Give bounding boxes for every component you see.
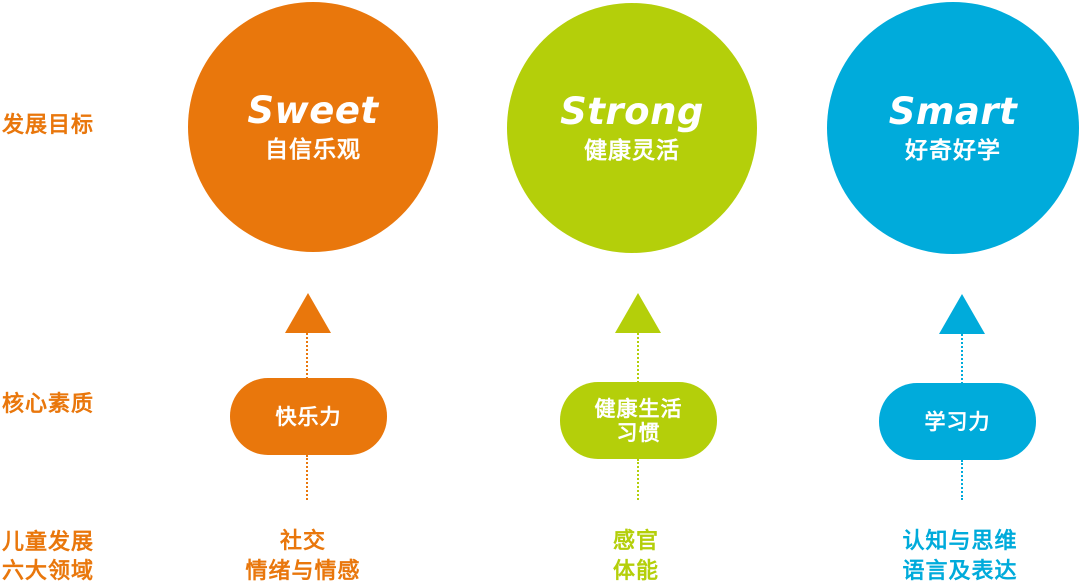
connector-line bbox=[637, 459, 639, 500]
row-label-core: 核心素质 bbox=[2, 392, 95, 417]
up-arrow-icon bbox=[939, 294, 985, 334]
goal-circle-sweet: Sweet 自信乐观 bbox=[188, 2, 438, 252]
goal-title-en: Strong bbox=[560, 90, 704, 133]
row-label-domains: 儿童发展 六大领域 bbox=[2, 528, 94, 586]
connector-line bbox=[306, 333, 308, 383]
connector-line bbox=[961, 460, 963, 500]
up-arrow-icon bbox=[615, 293, 661, 333]
goal-circle-strong: Strong 健康灵活 bbox=[507, 3, 757, 253]
quality-pill-happiness: 快乐力 bbox=[230, 378, 387, 455]
connector-line bbox=[637, 333, 639, 383]
quality-label: 健康生活 bbox=[594, 396, 683, 421]
connector-line bbox=[961, 334, 963, 384]
goal-title-zh: 自信乐观 bbox=[265, 137, 361, 163]
domain-item: 认知与思维 bbox=[902, 529, 1018, 554]
quality-label: 习惯 bbox=[616, 420, 661, 445]
row-label-goal: 发展目标 bbox=[2, 113, 95, 138]
domain-item: 体能 bbox=[612, 559, 659, 584]
quality-label: 学习力 bbox=[924, 409, 991, 434]
quality-label: 快乐力 bbox=[275, 404, 342, 429]
domain-item: 语言及表达 bbox=[902, 559, 1018, 584]
domain-item: 社交 bbox=[279, 529, 326, 554]
row-label-domains-line1: 儿童发展 bbox=[2, 530, 95, 555]
domain-item: 感官 bbox=[612, 529, 659, 554]
quality-pill-learning: 学习力 bbox=[879, 383, 1036, 460]
goal-title-en: Smart bbox=[888, 90, 1018, 133]
quality-pill-healthy-habits: 健康生活 习惯 bbox=[560, 382, 717, 459]
domain-list-cognitive-language: 认知与思维 语言及表达 bbox=[860, 527, 1060, 587]
goal-circle-smart: Smart 好奇好学 bbox=[827, 2, 1079, 254]
domain-item: 情绪与情感 bbox=[245, 559, 361, 584]
up-arrow-icon bbox=[285, 293, 331, 333]
goal-title-zh: 健康灵活 bbox=[584, 138, 680, 164]
domain-list-social-emotional: 社交 情绪与情感 bbox=[203, 527, 403, 587]
connector-line bbox=[306, 455, 308, 500]
goal-title-en: Sweet bbox=[247, 89, 379, 132]
domain-list-sensory-physical: 感官 体能 bbox=[536, 527, 736, 587]
row-label-domains-line2: 六大领域 bbox=[2, 559, 95, 584]
goal-title-zh: 好奇好学 bbox=[905, 138, 1001, 164]
